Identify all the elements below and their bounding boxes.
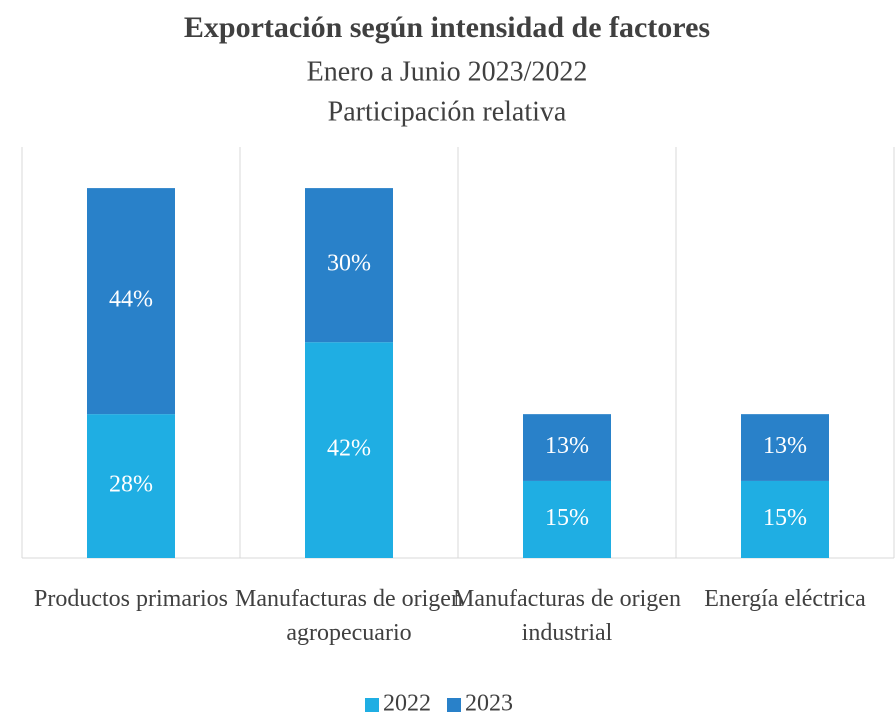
- data-label: 44%: [109, 287, 153, 313]
- legend-swatch: [365, 698, 379, 712]
- data-label: 13%: [545, 433, 589, 459]
- bar-segment: [87, 414, 175, 558]
- bar-segment: [741, 414, 829, 481]
- chart-subtitle: Enero a Junio 2023/2022: [307, 56, 588, 87]
- data-label: 13%: [763, 433, 807, 459]
- bar-segment: [305, 342, 393, 558]
- bar-segment: [87, 188, 175, 415]
- data-label: 15%: [545, 505, 589, 531]
- chart-title: Exportación según intensidad de factores: [184, 11, 710, 44]
- bar-segment: [305, 188, 393, 343]
- bar-segment: [741, 480, 829, 558]
- legend-label: 2022: [383, 691, 431, 717]
- bar-segment: [523, 480, 611, 558]
- legend-swatch: [447, 698, 461, 712]
- legend-label: 2023: [465, 691, 513, 717]
- data-label: 28%: [109, 472, 153, 498]
- bar-segment: [523, 414, 611, 481]
- x-tick-label: Manufacturas de origen agropecuario: [235, 586, 463, 646]
- x-tick-label: Productos primarios: [34, 586, 228, 612]
- data-label: 30%: [327, 251, 371, 277]
- data-label: 42%: [327, 436, 371, 462]
- chart-subtitle: Participación relativa: [328, 96, 567, 127]
- x-tick-label: Manufacturas de origen industrial: [453, 586, 681, 646]
- x-tick-label: Energía eléctrica: [704, 586, 866, 612]
- data-label: 15%: [763, 505, 807, 531]
